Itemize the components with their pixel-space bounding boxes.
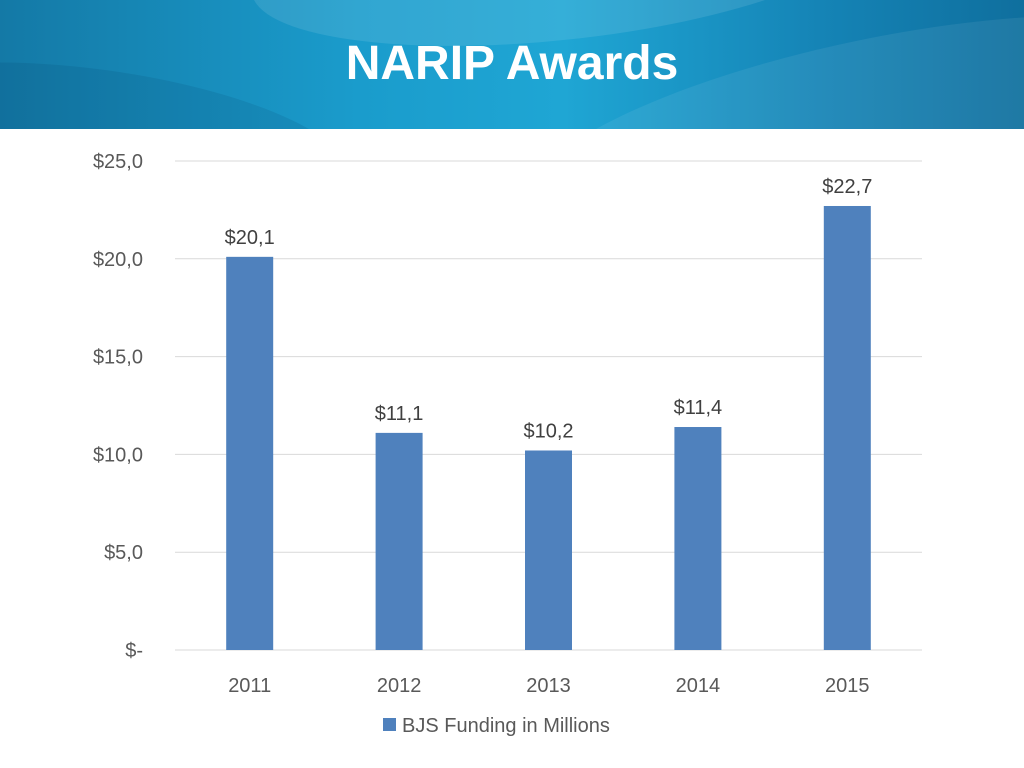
data-label-2013: $10,2 bbox=[523, 420, 573, 442]
y-tick-label: $20,0 bbox=[93, 249, 143, 271]
data-label-2015: $22,7 bbox=[822, 176, 872, 198]
bar-2013 bbox=[525, 450, 572, 650]
data-labels: $20,1 $11,1 $10,2 $11,4 $22,7 bbox=[225, 176, 873, 443]
x-tick-label: 2011 bbox=[228, 675, 271, 697]
data-label-2012: $11,1 bbox=[375, 403, 424, 425]
x-axis-tick-labels: 2011 2012 2013 2014 2015 bbox=[228, 675, 869, 697]
slide-title: NARIP Awards bbox=[345, 37, 679, 90]
x-tick-label: 2013 bbox=[526, 675, 571, 697]
x-tick-label: 2012 bbox=[377, 675, 422, 697]
x-tick-label: 2014 bbox=[676, 675, 721, 697]
y-tick-label: $25,0 bbox=[93, 151, 143, 173]
y-tick-label: $10,0 bbox=[93, 444, 143, 466]
y-axis-tick-labels: $- $5,0 $10,0 $15,0 $20,0 $25,0 bbox=[93, 151, 143, 662]
y-tick-label: $- bbox=[125, 640, 143, 662]
y-tick-label: $15,0 bbox=[93, 347, 143, 369]
data-label-2014: $11,4 bbox=[674, 397, 723, 419]
bar-chart: $- $5,0 $10,0 $15,0 $20,0 $25,0 $20,1 $11,1 $10… bbox=[93, 151, 922, 737]
legend-label: BJS Funding in Millions bbox=[402, 715, 610, 737]
bar-2011 bbox=[226, 256, 274, 650]
bar-2014 bbox=[674, 427, 722, 650]
x-tick-label: 2015 bbox=[825, 675, 870, 697]
bar-2015 bbox=[823, 205, 871, 650]
legend-swatch bbox=[383, 718, 396, 731]
bar-2012 bbox=[375, 432, 423, 650]
y-tick-label: $5,0 bbox=[104, 542, 143, 564]
bars bbox=[226, 205, 871, 650]
legend: BJS Funding in Millions bbox=[383, 715, 610, 737]
title-banner: NARIP Awards bbox=[0, 0, 1024, 129]
data-label-2011: $20,1 bbox=[225, 227, 275, 249]
